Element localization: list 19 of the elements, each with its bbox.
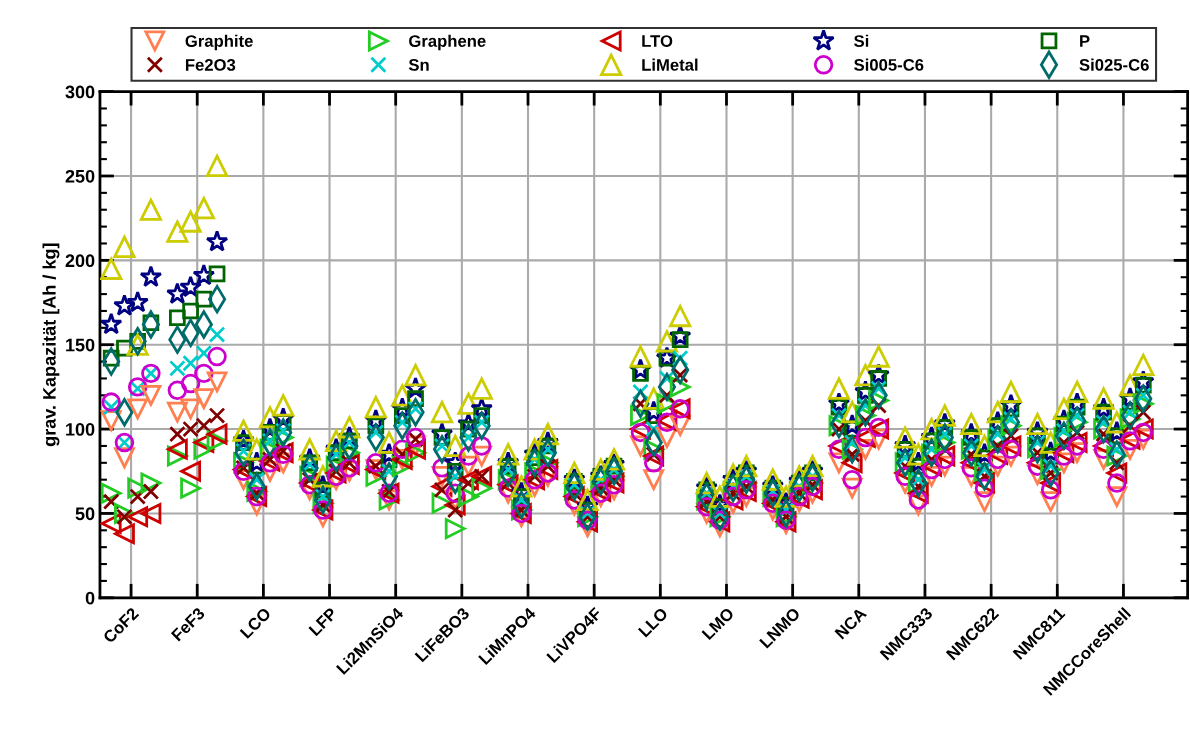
legend-label: Si025-C6 (1079, 58, 1149, 71)
legend-label: P (1080, 35, 1090, 47)
y-tick-label: 50 (75, 507, 95, 521)
y-tick-label: 300 (65, 85, 95, 99)
legend-label: Graphene (409, 34, 486, 51)
y-tick-label: 250 (65, 169, 95, 183)
y-tick-label: 200 (65, 254, 95, 268)
legend-label: Si (854, 34, 869, 47)
y-tick-label: 0 (85, 591, 95, 605)
legend-label: LTO (642, 35, 673, 47)
y-axis-title: grav. Kapazität [Ah / kg] (42, 243, 60, 447)
x-tick-label: LFP (308, 606, 338, 637)
legend-label: Si005-C6 (854, 58, 924, 71)
y-tick-label: 150 (66, 338, 95, 352)
legend-label: Fe2O3 (185, 58, 236, 71)
legend-label: Graphite (185, 34, 253, 51)
legend-label: Sn (408, 58, 429, 71)
legend-label: LiMetal (642, 58, 698, 71)
y-tick-label: 100 (66, 423, 95, 436)
